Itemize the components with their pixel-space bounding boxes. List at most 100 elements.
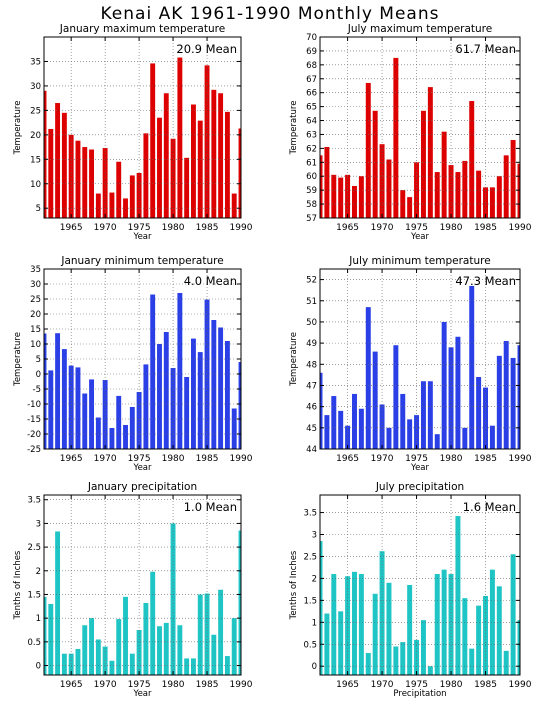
jan-min-xtick-label: 1990 bbox=[230, 454, 253, 464]
jan-min-bar-1967 bbox=[82, 393, 88, 449]
jul-max-bar-1982 bbox=[462, 160, 468, 218]
jul-precip-ytick-label: 3.5 bbox=[303, 509, 317, 519]
jul-max-ytick-label: 60 bbox=[306, 172, 317, 182]
jul-max-bar-1963 bbox=[331, 174, 337, 218]
jan-max-xtick-label: 1990 bbox=[230, 223, 253, 233]
jul-max-ytick-label: 69 bbox=[306, 47, 317, 57]
jan-max-xtick-label: 1980 bbox=[162, 223, 185, 233]
jan-precip-ytick-label: 1.5 bbox=[27, 590, 41, 600]
jul-precip-ytick-label: 1 bbox=[312, 618, 317, 628]
jan-precip-chart: 0 0.5 1 1.5 2 2.5 3 3.5 1965 1970 1975 1980 1985 1990… bbox=[13, 481, 253, 699]
jul-max-bar-1967 bbox=[358, 176, 364, 218]
jan-min-xtick-label: 1980 bbox=[162, 454, 185, 464]
jan-min-bar-1988 bbox=[224, 341, 230, 449]
jan-max-bar-1983 bbox=[191, 104, 196, 218]
jul-min-bar-1966 bbox=[352, 393, 357, 449]
jan-max-xtick-label: 1965 bbox=[60, 223, 83, 233]
jul-max-bar-1964 bbox=[338, 177, 344, 218]
jul-max-bar-1983 bbox=[469, 101, 475, 218]
jul-min-bar-1983 bbox=[469, 285, 475, 449]
jul-max-bar-1966 bbox=[352, 185, 357, 218]
jan-min-bar-1968 bbox=[89, 379, 94, 449]
jan-precip-bar-1976 bbox=[143, 603, 149, 675]
jan-max-ytick-label: 10 bbox=[30, 180, 41, 190]
jul-min-bar-1970 bbox=[379, 404, 385, 449]
jan-max-bar-1985 bbox=[204, 65, 210, 218]
jan-precip-xtick-label: 1970 bbox=[94, 680, 117, 690]
jul-min-ylabel: Temperature bbox=[289, 332, 299, 387]
jan-precip-bar-1978 bbox=[157, 626, 162, 675]
jan-precip-ytick-label: 0 bbox=[36, 662, 41, 672]
jul-precip-ytick-label: 2 bbox=[312, 574, 317, 584]
jan-max-bar-1969 bbox=[95, 193, 101, 218]
jul-precip-ytick-label: 2.5 bbox=[303, 552, 317, 562]
jan-min-bar-1975 bbox=[136, 392, 142, 449]
jan-max-bar-1966 bbox=[75, 140, 81, 218]
jul-max-bar-1972 bbox=[393, 57, 399, 219]
jan-precip-bar-1985 bbox=[204, 593, 210, 675]
jul-precip-xtick-label: 1990 bbox=[509, 680, 532, 690]
jan-precip-bar-1986 bbox=[211, 634, 217, 675]
jul-precip-ytick-label: 0.5 bbox=[303, 640, 317, 650]
jul-min-ytick-label: 51 bbox=[306, 297, 317, 307]
jan-min-ytick-label: -20 bbox=[27, 430, 41, 440]
jan-precip-bar-1977 bbox=[150, 571, 156, 675]
jan-min-bar-1962 bbox=[48, 370, 54, 449]
jul-precip-bar-1978 bbox=[434, 574, 440, 675]
jan-max-xtick-label: 1970 bbox=[94, 223, 117, 233]
jan-precip-bar-1967 bbox=[82, 625, 88, 675]
jan-max-bar-1972 bbox=[116, 161, 122, 218]
jan-max-bar-1981 bbox=[177, 57, 183, 218]
jul-max-bar-1979 bbox=[441, 131, 447, 218]
jul-precip-bar-1988 bbox=[503, 650, 509, 675]
jan-min-bar-1979 bbox=[163, 332, 169, 449]
jul-max-bar-1976 bbox=[420, 110, 426, 218]
jul-min-bar-1982 bbox=[462, 427, 468, 449]
jul-min-xtick-label: 1990 bbox=[509, 454, 532, 464]
jul-min-ytick-label: 45 bbox=[306, 424, 317, 434]
jan-min-bar-1961 bbox=[44, 333, 47, 449]
jan-min-bar-1983 bbox=[191, 338, 196, 449]
jul-precip-bar-1970 bbox=[379, 551, 385, 675]
jan-precip-ytick-label: 0.5 bbox=[27, 638, 41, 648]
jan-precip-ytick-label: 1 bbox=[36, 614, 41, 624]
jan-precip-bar-1990 bbox=[238, 530, 241, 675]
jan-precip-bar-1982 bbox=[184, 658, 190, 675]
jul-max-bar-1987 bbox=[496, 176, 502, 218]
jul-min-xlabel: Year bbox=[410, 463, 430, 473]
jan-precip-bar-1968 bbox=[89, 618, 94, 675]
jul-min-ytick-label: 48 bbox=[306, 360, 317, 370]
jan-min-ytick-label: -10 bbox=[27, 400, 41, 410]
jul-precip-bar-1964 bbox=[338, 611, 344, 675]
jul-max-plot-frame bbox=[319, 36, 521, 219]
jan-min-xtick-label: 1985 bbox=[196, 454, 219, 464]
jul-max-bar-1968 bbox=[365, 82, 371, 218]
jul-min-bar-1985 bbox=[483, 387, 488, 449]
jan-precip-xtick-label: 1990 bbox=[230, 680, 253, 690]
jul-max-bar-1981 bbox=[455, 172, 461, 218]
jan-max-bar-1975 bbox=[136, 172, 142, 218]
jan-min-ytick-label: -5 bbox=[33, 385, 41, 395]
jan-min-ytick-label: 35 bbox=[30, 265, 41, 275]
jan-precip-bar-1973 bbox=[123, 596, 128, 675]
jan-max-bar-1962 bbox=[48, 128, 54, 218]
jul-max-bar-1977 bbox=[427, 87, 433, 218]
jan-min-bar-1982 bbox=[184, 377, 190, 449]
jan-min-ytick-label: 10 bbox=[30, 340, 41, 350]
jan-max-bar-1970 bbox=[102, 148, 108, 218]
jul-max-xtick-label: 1965 bbox=[336, 223, 359, 233]
jul-precip-bar-1968 bbox=[365, 653, 371, 675]
jul-min-xtick-label: 1975 bbox=[405, 454, 428, 464]
jul-min-bar-1986 bbox=[489, 425, 495, 449]
jul-min-ytick-label: 49 bbox=[306, 339, 317, 349]
jan-precip-bar-1981 bbox=[177, 625, 183, 675]
jul-precip-xlabel: Precipitation bbox=[393, 689, 446, 699]
jan-min-chart: -25 -20 -15 -10 -5 0 5 10 15 20 25 30 35 1965 1970 1975… bbox=[13, 255, 253, 473]
jan-min-bar-1987 bbox=[218, 327, 224, 449]
jan-precip-bar-1980 bbox=[170, 523, 176, 675]
jul-min-bar-1977 bbox=[427, 381, 433, 449]
jul-max-xlabel: Year bbox=[410, 232, 430, 242]
jul-min-bar-1989 bbox=[510, 357, 516, 449]
jul-min-bar-1961 bbox=[320, 372, 323, 449]
jan-max-ytick-label: 35 bbox=[30, 57, 41, 67]
